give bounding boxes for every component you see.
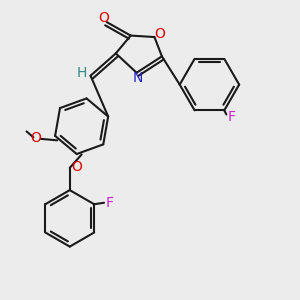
Text: H: H bbox=[76, 66, 87, 80]
Text: F: F bbox=[227, 110, 236, 124]
Text: O: O bbox=[30, 131, 41, 145]
Text: F: F bbox=[106, 196, 114, 210]
Text: O: O bbox=[154, 27, 165, 41]
Text: O: O bbox=[71, 160, 82, 174]
Text: O: O bbox=[98, 11, 110, 25]
Text: N: N bbox=[133, 71, 143, 85]
